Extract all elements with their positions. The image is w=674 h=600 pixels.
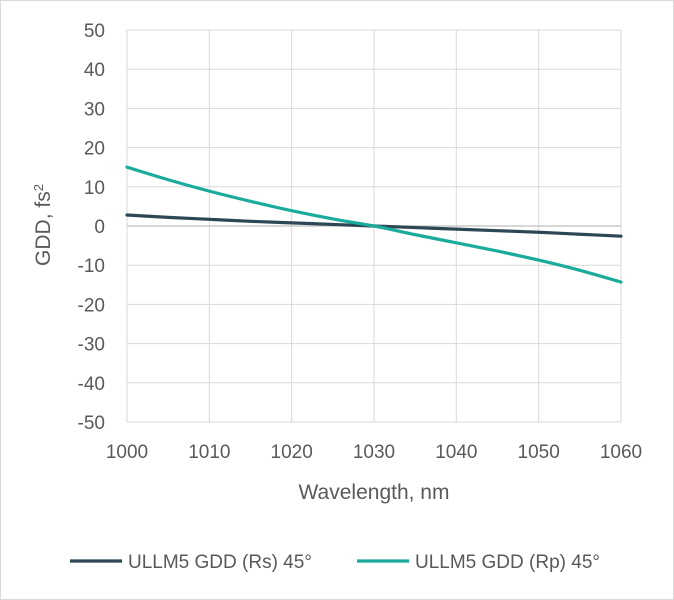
x-tick-label: 1020 [271,442,313,463]
y-tick-label: 20 [84,139,105,160]
x-axis-title: Wavelength, nm [299,481,450,504]
x-tick-label: 1010 [188,442,230,463]
y-tick-label: 50 [84,21,105,42]
y-tick-label: -20 [78,295,105,316]
x-tick-label: 1060 [600,442,642,463]
y-tick-label: -50 [78,413,105,434]
x-axis-ticks: 1000 1010 1020 1030 1040 1050 1060 [106,442,642,463]
legend-label-1: ULLM5 GDD (Rs) 45° [128,552,312,573]
x-tick-label: 1050 [518,442,560,463]
y-axis-title: GDD, fs2 [31,184,56,266]
y-tick-label: 10 [84,178,105,199]
y-tick-label: 40 [84,60,105,81]
y-tick-label: -30 [78,335,105,356]
y-tick-label: 30 [84,99,105,120]
y-axis-title-superscript: 2 [31,184,46,191]
y-axis-title-main: GDD, fs [32,191,55,266]
y-tick-label: -40 [78,374,105,395]
y-tick-label: -10 [78,256,105,277]
x-tick-label: 1000 [106,442,148,463]
legend: ULLM5 GDD (Rs) 45° ULLM5 GDD (Rp) 45° [70,552,600,573]
series-line-2 [125,165,623,284]
x-tick-label: 1030 [353,442,395,463]
x-tick-label: 1040 [435,442,477,463]
series-lines [125,165,623,284]
legend-label-2: ULLM5 GDD (Rp) 45° [415,552,600,573]
y-axis-ticks: 50 40 30 20 10 0 -10 -20 -30 -40 -50 [78,21,105,434]
y-tick-label: 0 [94,217,105,238]
